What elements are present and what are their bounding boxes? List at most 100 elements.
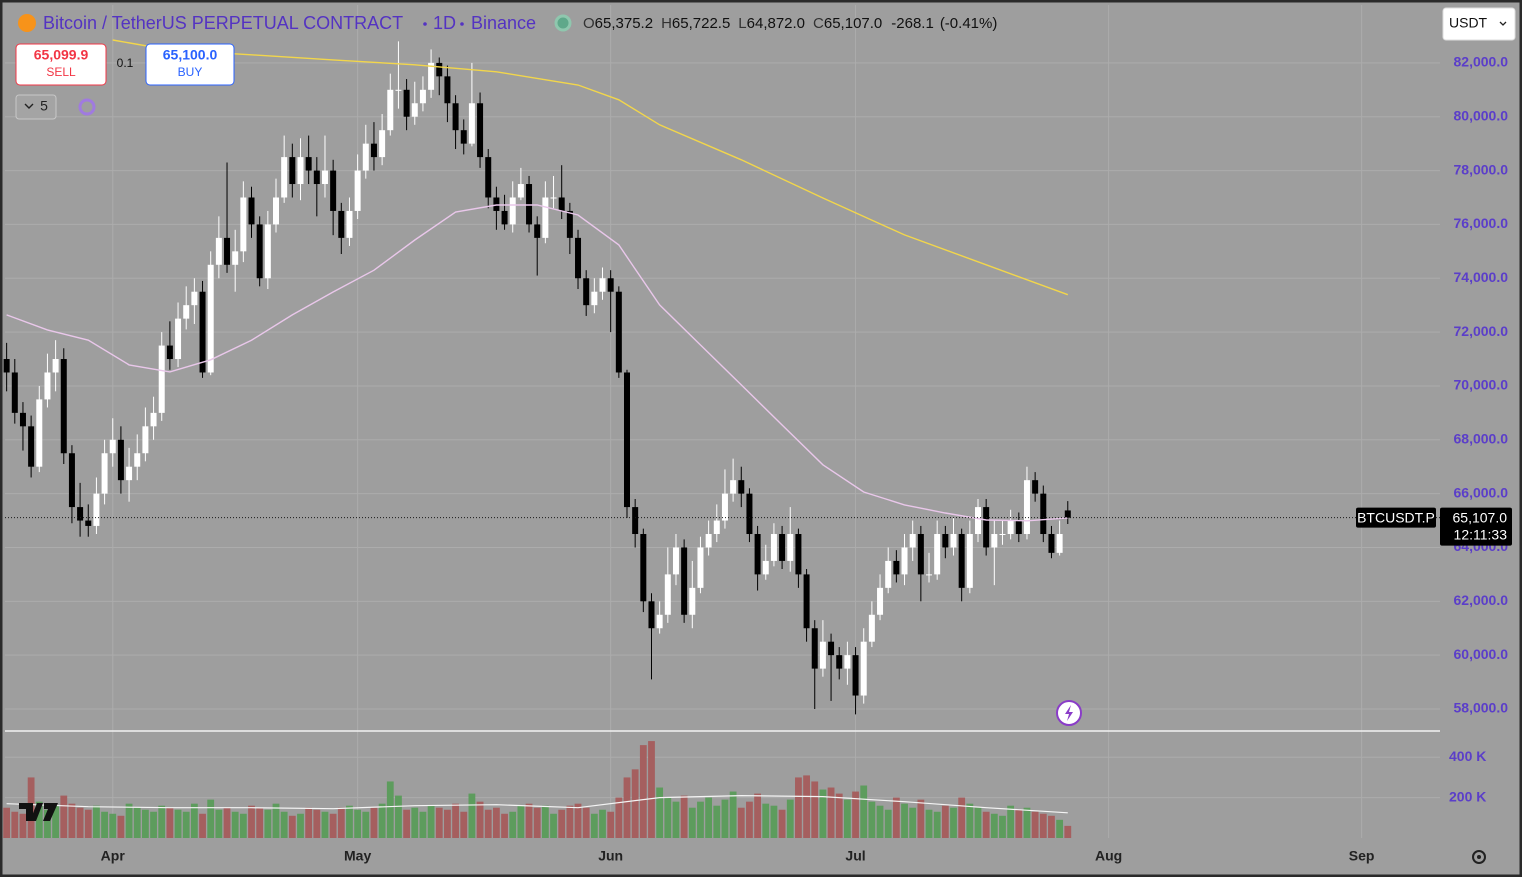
volume-bar (664, 797, 672, 838)
candle-body (811, 628, 818, 669)
sell-button[interactable] (15, 43, 107, 86)
ohlc-key: L (738, 15, 746, 32)
y-tick-label: 58,000.0 (1454, 700, 1509, 716)
volume-bar (697, 801, 704, 838)
y-tick-label: 400 K (1449, 748, 1486, 764)
candle-body (558, 197, 565, 211)
y-tick-label: 60,000.0 (1454, 646, 1509, 662)
volume-bar (84, 809, 92, 838)
volume-bar (321, 811, 329, 838)
candle-body (1032, 480, 1039, 494)
candle-body (273, 197, 280, 225)
indicators-toggle[interactable] (15, 94, 57, 120)
candle-body (19, 412, 26, 427)
candle-body (909, 534, 916, 548)
candle-body (877, 587, 884, 615)
ohlc-value: 64,872.0 (747, 15, 805, 32)
candle-body (264, 224, 271, 279)
candle-body (713, 520, 720, 535)
volume-bar (974, 807, 982, 838)
volume-bar (468, 793, 476, 838)
volume-bar (705, 797, 713, 838)
spread: 0.1 (117, 56, 134, 70)
separator (423, 22, 427, 26)
candle-body (950, 534, 957, 548)
candle-body (166, 345, 173, 360)
axes: Apr May Jun Jul Aug Sep 58,000.0 60,000.0 62,000… (101, 54, 1512, 864)
candle-body (77, 507, 84, 521)
currency-select[interactable] (1442, 7, 1516, 41)
volume-bar (827, 787, 835, 838)
ohlc-key: H (661, 15, 672, 32)
buy-label: BUY (178, 65, 203, 79)
candle-body (787, 534, 794, 561)
candle-body (117, 439, 124, 481)
candle-body (779, 534, 786, 561)
candle-body (191, 291, 198, 306)
candle-body (460, 130, 467, 144)
candle-body (705, 534, 712, 548)
candle-body (550, 197, 557, 199)
candle-body (224, 237, 231, 265)
candle-body (795, 534, 802, 575)
volume-bar (648, 741, 655, 838)
moving-average (6, 204, 1068, 522)
candle-body (917, 534, 924, 575)
candle-body (281, 157, 288, 198)
ohlc-key: C (813, 15, 824, 32)
settings-icon-center (1477, 855, 1481, 859)
volume-bar (909, 807, 917, 838)
volume-bar (264, 809, 272, 838)
volume-bar (329, 813, 337, 838)
candle-body (142, 426, 149, 454)
volume-bar (688, 807, 696, 838)
buy-button[interactable] (145, 43, 235, 86)
candle-body (803, 574, 810, 629)
volume-bar (680, 795, 688, 838)
candle-body (207, 264, 214, 373)
volume-bar (460, 811, 468, 838)
candle-body (338, 210, 345, 238)
volume-bar (52, 805, 60, 838)
volume-bar (362, 811, 370, 838)
volume-bar (917, 799, 925, 838)
candle-body (419, 89, 426, 104)
volume-bar (272, 803, 280, 838)
candle-body (362, 143, 369, 171)
settings-icon[interactable] (1472, 850, 1486, 864)
candle-body (517, 184, 524, 198)
volume-bar (1031, 811, 1039, 838)
volume-bar (93, 805, 100, 838)
volume-bar (566, 805, 574, 838)
volume-bar (860, 785, 868, 838)
volume-bar (639, 745, 647, 838)
candle-body (656, 614, 663, 629)
candle-body (109, 439, 116, 454)
volume-bar (288, 815, 296, 838)
volume-bar (868, 801, 876, 838)
volume-bar (19, 813, 27, 838)
volume-bar (444, 809, 451, 838)
candle-body (1023, 480, 1030, 535)
candle-body (485, 157, 492, 198)
volume-bar (3, 807, 11, 838)
volume-bar (215, 809, 223, 838)
volume-bar (207, 799, 215, 838)
candle-body (966, 534, 973, 588)
volume-bar (117, 815, 125, 838)
candle-body (452, 103, 459, 131)
y-tick-label: 78,000.0 (1454, 161, 1509, 177)
candle-body (730, 480, 737, 494)
candle-body (232, 251, 239, 265)
volume-bar (623, 777, 631, 838)
volume-bar (656, 787, 664, 838)
volume-bar (582, 807, 590, 838)
candle-body (313, 170, 320, 185)
indicator-icon (78, 98, 96, 116)
candle-body (974, 507, 981, 535)
candle-body (175, 318, 182, 360)
volume-bar (133, 807, 141, 838)
candle-body (509, 197, 516, 225)
